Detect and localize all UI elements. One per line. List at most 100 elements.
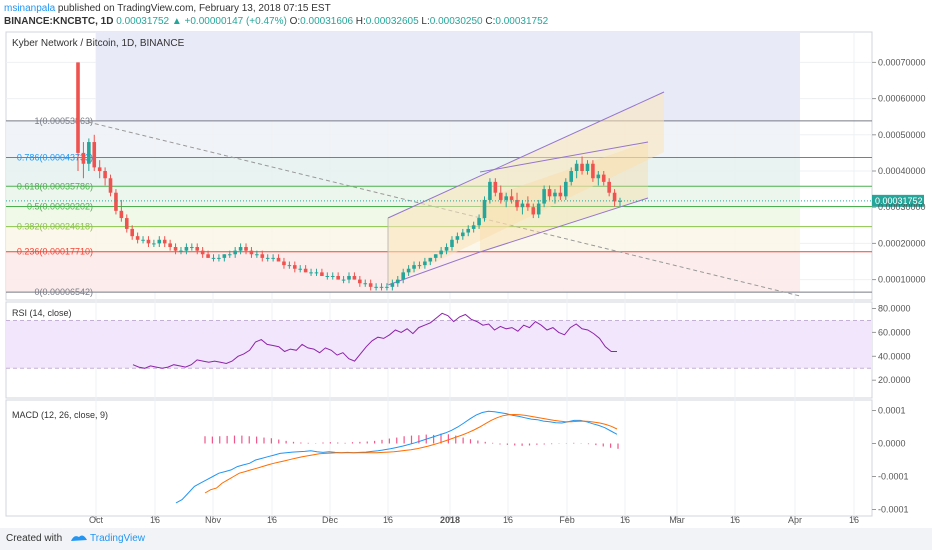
candle-body <box>130 228 134 237</box>
close-value: 0.00031752 <box>495 16 549 27</box>
candle-body <box>379 286 384 288</box>
channel-upper-line <box>387 91 665 219</box>
rsi-axis-label: 60.0000 <box>878 327 911 337</box>
tradingview-brand-link[interactable]: TradingView <box>90 533 146 544</box>
candle-body <box>76 62 80 153</box>
candle-body <box>423 261 427 266</box>
candle-body <box>162 239 167 244</box>
candle-body <box>428 257 433 262</box>
candle-body <box>227 254 232 256</box>
time-axis-label: Mar <box>669 515 685 525</box>
price-axis-label: 0.00070000 <box>878 57 926 67</box>
symbol-label: BINANCE:KNCBTC, 1D <box>4 16 114 27</box>
candle-body <box>141 239 145 241</box>
chart-canvas[interactable]: 1(0.00053863) 0.786(0.00043733) 0.618(0.00… <box>0 0 932 528</box>
candle-body <box>417 265 422 267</box>
time-axis-label: Nov <box>205 515 222 525</box>
candle-body <box>260 254 265 258</box>
candle-body <box>509 196 514 200</box>
candle-body <box>92 142 97 168</box>
candle-body <box>547 189 552 197</box>
candle-body <box>461 232 465 237</box>
high-value: 0.00032605 <box>365 16 419 27</box>
candle-body <box>309 272 313 274</box>
rsi-title: RSI (14, close) <box>12 308 72 318</box>
candle-body <box>341 279 346 281</box>
fib-level-label: 0.618(0.00035786) <box>17 181 93 191</box>
candle-body <box>146 239 151 244</box>
candle-body <box>601 174 606 182</box>
last-price-tag <box>872 194 924 207</box>
time-axis-label: 16 <box>730 515 740 525</box>
candle-body <box>287 265 292 267</box>
time-axis-label: 16 <box>150 515 160 525</box>
price-axis-label: 0.00050000 <box>878 130 926 140</box>
candle-body <box>238 247 243 251</box>
candle-body <box>184 247 189 251</box>
author-link[interactable]: msinanpala <box>4 3 56 14</box>
candle-body <box>482 199 487 219</box>
candle-body <box>612 192 617 202</box>
candle-body <box>526 203 530 208</box>
candle-body <box>87 142 91 164</box>
time-axis-label: 16 <box>620 515 630 525</box>
candle-body <box>374 286 378 288</box>
candle-body <box>591 163 595 179</box>
candle-body <box>520 203 525 208</box>
candle-body <box>135 236 140 240</box>
candle-body <box>607 181 611 193</box>
rsi-band <box>6 320 872 369</box>
candle-body <box>493 181 498 193</box>
candle-body <box>276 257 281 262</box>
candle-body <box>314 272 319 274</box>
macd-axis-label: 0.0001 <box>878 406 906 416</box>
fib-level-label: 1(0.00053863) <box>34 116 93 126</box>
candle-body <box>466 228 471 233</box>
price-axis-label: 0.00060000 <box>878 94 926 104</box>
low-label: L: <box>421 16 430 27</box>
price-axis-label: 0.00030000 <box>878 202 926 212</box>
fib-level-label: 0.236(0.00017710) <box>17 247 93 257</box>
candle-body <box>569 171 574 182</box>
chart-header: msinanpala published on TradingView.com,… <box>0 0 932 30</box>
time-axis-label: 2018 <box>440 515 460 525</box>
candle-body <box>564 181 568 197</box>
candle-body <box>531 207 536 215</box>
macd-signal-line <box>204 413 618 494</box>
candle-body <box>477 218 481 226</box>
candle-body <box>347 275 351 280</box>
candle-body <box>124 218 129 229</box>
candle-body <box>368 283 373 287</box>
candle-body <box>330 275 335 277</box>
candle-body <box>168 243 172 248</box>
fib-level-label: 0.5(0.00030202) <box>27 201 93 211</box>
time-axis-label: Apr <box>788 515 802 525</box>
candle-body <box>444 247 449 251</box>
open-value: 0.00031606 <box>300 16 354 27</box>
price-axis-label: 0.00010000 <box>878 275 926 285</box>
candle-body <box>574 163 579 171</box>
candle-body <box>395 279 400 284</box>
rsi-line <box>132 312 617 369</box>
rsi-axis-label: 20.0000 <box>878 375 911 385</box>
candle-body <box>406 268 411 273</box>
rsi-axis-label: 80.0000 <box>878 304 911 314</box>
fib-top-zone <box>96 32 800 121</box>
candle-body <box>152 243 156 245</box>
candle-body <box>255 254 259 256</box>
candle-body <box>542 189 546 204</box>
candle-body <box>108 178 113 193</box>
candle-body <box>498 192 503 200</box>
high-label: H: <box>355 16 366 27</box>
macd-axis-label: -0.0001 <box>878 472 909 482</box>
candle-body <box>81 152 86 164</box>
candle-body <box>504 196 508 200</box>
fib-level-label: 0.786(0.00043733) <box>17 152 93 162</box>
candle-body <box>195 247 200 251</box>
low-value: 0.00030250 <box>429 16 483 27</box>
candle-body <box>271 257 275 259</box>
candle-body <box>580 163 584 171</box>
candle-body <box>558 192 563 197</box>
candle-body <box>352 275 357 280</box>
candle-body <box>282 261 286 266</box>
